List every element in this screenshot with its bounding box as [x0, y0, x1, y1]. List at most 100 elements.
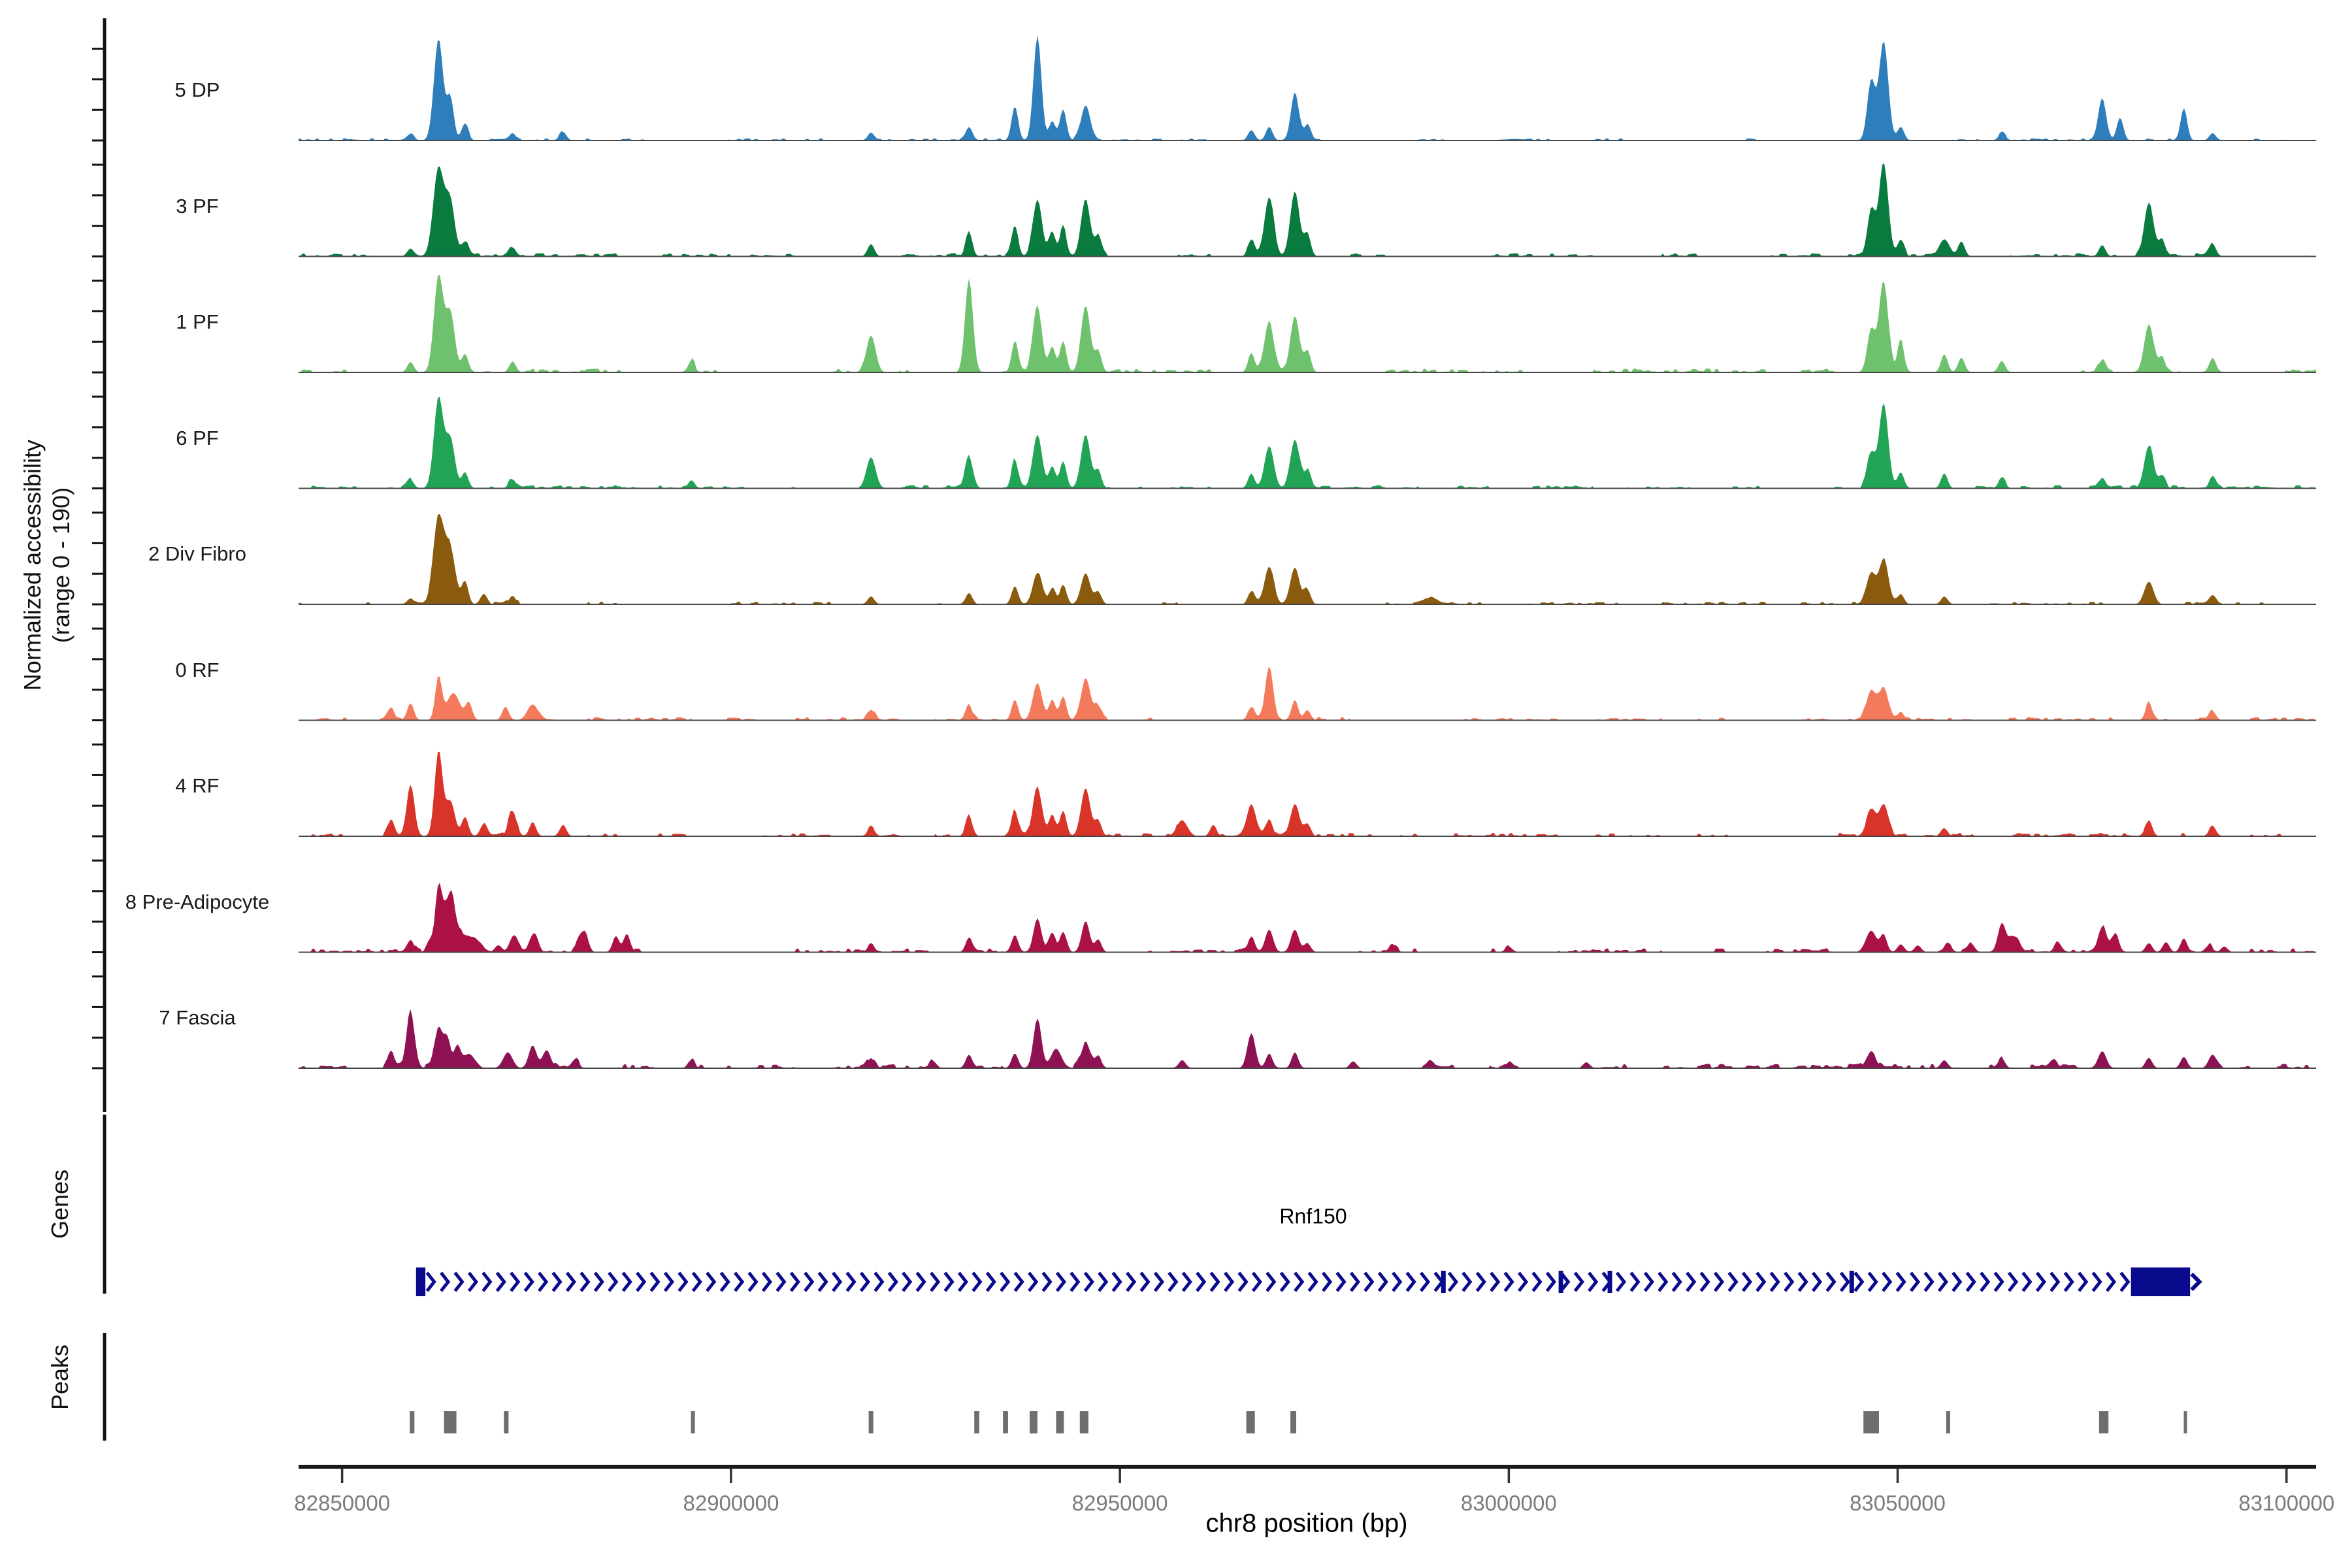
coverage-track-4-rf [299, 751, 2316, 836]
x-tick-label: 82950000 [1072, 1491, 1168, 1515]
peak-interval-mark [1946, 1411, 1950, 1433]
coverage-track-5-dp [299, 35, 2316, 140]
y-axis-tick [92, 108, 103, 111]
y-axis-tick [92, 395, 103, 398]
y-axis-tick [92, 951, 103, 953]
y-axis-tick [92, 542, 103, 544]
gene-exon-tick [1558, 1271, 1563, 1293]
gene-name-label: Rnf150 [1279, 1204, 1347, 1228]
track-baseline [299, 836, 2316, 837]
peak-interval-mark [2183, 1411, 2187, 1433]
gene-exon-tick [1607, 1271, 1612, 1293]
y-axis-tick [92, 890, 103, 892]
track-label: 2 Div Fibro [148, 542, 246, 565]
x-tick-label: 82900000 [683, 1491, 779, 1515]
gene-end-arrowhead [2190, 1272, 2202, 1292]
track-baseline [299, 140, 2316, 141]
y-axis-tick [92, 426, 103, 429]
y-axis-tick [92, 255, 103, 257]
coverage-track-2-div-fibro [299, 514, 2316, 604]
coverage-track-7-fascia [299, 1009, 2316, 1068]
track-baseline [299, 372, 2316, 373]
coverage-track-3-pf [299, 163, 2316, 257]
y-axis-tick [92, 1036, 103, 1039]
x-axis-tick [2285, 1469, 2288, 1483]
y-axis-tick [92, 139, 103, 142]
x-axis-tick [1896, 1469, 1899, 1483]
y-axis-tick [92, 689, 103, 691]
x-axis-tick [340, 1469, 344, 1483]
y-axis-tick [92, 48, 103, 50]
peak-interval-mark [1030, 1411, 1037, 1433]
peak-interval-mark [1246, 1411, 1255, 1433]
track-label: 0 RF [175, 658, 220, 681]
y-axis-title-line1: Normalized accessibility [19, 439, 46, 691]
peak-interval-mark [410, 1411, 415, 1433]
gene-start-exon [416, 1267, 426, 1296]
track-baseline [299, 604, 2316, 605]
y-axis-tick [92, 719, 103, 721]
track-label: 5 DP [174, 78, 220, 101]
track-baseline [299, 951, 2316, 953]
gene-exon-tick [1849, 1271, 1854, 1293]
coverage-track-8-pre-adipocyte [299, 883, 2316, 953]
peak-interval-mark [1003, 1411, 1008, 1433]
track-label: 7 Fascia [159, 1006, 236, 1029]
y-axis-tick [92, 859, 103, 862]
y-axis-tick [92, 163, 103, 166]
peak-interval-mark [868, 1411, 874, 1433]
x-axis-tick [1119, 1469, 1121, 1483]
coverage-track-6-pf [299, 397, 2316, 489]
track-baseline [299, 719, 2316, 721]
x-tick-label: 83000000 [1461, 1491, 1557, 1515]
peak-interval-mark [691, 1411, 695, 1433]
y-axis-tick [92, 194, 103, 197]
gene-exon-tick [1441, 1271, 1446, 1293]
y-axis-tick [92, 457, 103, 459]
track-label: 4 RF [175, 774, 220, 797]
y-axis-tick [92, 921, 103, 923]
y-axis-tick [92, 804, 103, 807]
track-baseline [299, 487, 2316, 489]
x-tick-label: 83050000 [1850, 1491, 1946, 1515]
gene-strand-arrows [425, 1271, 2131, 1292]
peak-interval-mark [504, 1411, 509, 1433]
y-axis-tick [92, 225, 103, 227]
peak-interval-mark [2099, 1411, 2109, 1433]
y-axis-tick [92, 627, 103, 630]
tracks-y-axis-line [103, 18, 106, 1112]
x-axis-line [299, 1465, 2316, 1469]
x-axis-title: chr8 position (bp) [1205, 1509, 1408, 1538]
track-baseline [299, 1068, 2316, 1069]
y-axis-tick [92, 975, 103, 978]
track-label: 3 PF [176, 194, 219, 218]
y-axis-tick [92, 658, 103, 661]
peak-interval-mark [444, 1411, 457, 1433]
peak-interval-mark [1056, 1411, 1064, 1433]
x-tick-label: 83100000 [2238, 1491, 2334, 1515]
y-axis-tick [92, 603, 103, 606]
y-axis-tick [92, 512, 103, 514]
y-axis-title-line2: (range 0 - 190) [48, 487, 74, 644]
y-axis-tick [92, 310, 103, 312]
track-baseline [299, 255, 2316, 257]
coverage-track-0-rf [299, 666, 2316, 721]
y-axis-tick [92, 487, 103, 489]
y-axis-tick [92, 572, 103, 575]
peak-interval-mark [1079, 1411, 1088, 1433]
x-axis-tick [1507, 1469, 1511, 1483]
peak-interval-mark [1290, 1411, 1296, 1433]
y-axis-tick [92, 774, 103, 776]
track-label: 6 PF [176, 426, 219, 449]
y-axis-tick [92, 371, 103, 374]
y-axis-tick [92, 78, 103, 80]
track-label: 8 Pre-Adipocyte [125, 890, 270, 913]
y-axis-tick [92, 1005, 103, 1008]
peaks-y-axis-line [103, 1333, 106, 1441]
peak-interval-mark [974, 1411, 979, 1433]
gene-end-exon [2131, 1267, 2191, 1296]
x-axis-tick [730, 1469, 732, 1483]
coverage-track-1-pf [299, 274, 2316, 372]
